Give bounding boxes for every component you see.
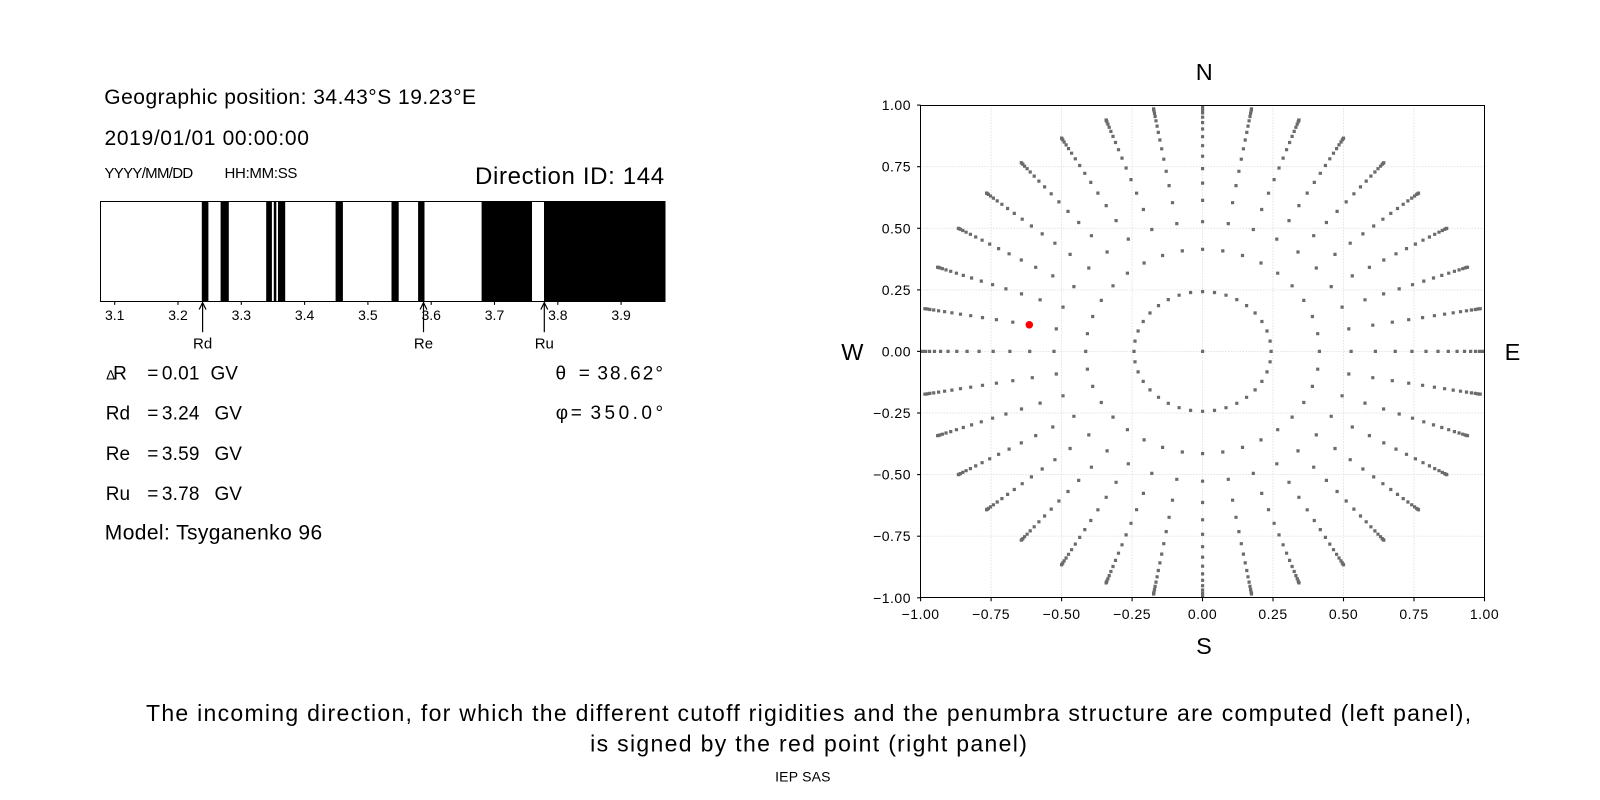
svg-text:0.75: 0.75 xyxy=(882,159,911,175)
svg-text:N: N xyxy=(1196,59,1213,85)
svg-text:0.00: 0.00 xyxy=(882,343,911,359)
svg-text:3.9: 3.9 xyxy=(611,307,631,323)
svg-text:The incoming direction, for wh: The incoming direction, for which the di… xyxy=(146,700,1472,726)
svg-text:E: E xyxy=(1505,339,1521,365)
svg-text:0.25: 0.25 xyxy=(1258,606,1287,622)
svg-text:Direction ID: 144: Direction ID: 144 xyxy=(475,163,665,190)
svg-text:W: W xyxy=(841,339,864,365)
svg-text:3.6: 3.6 xyxy=(421,307,441,323)
svg-text:−0.50: −0.50 xyxy=(873,467,911,483)
svg-text:−1.00: −1.00 xyxy=(902,606,940,622)
svg-text:Rd: Rd xyxy=(193,336,212,353)
svg-text:φ=350.0°: φ = 350.0° xyxy=(556,403,663,424)
svg-text:Model: Tsyganenko 96: Model: Tsyganenko 96 xyxy=(105,522,323,545)
svg-text:0.75: 0.75 xyxy=(1399,606,1428,622)
svg-text:YYYY/MM/DD: YYYY/MM/DD xyxy=(105,165,194,182)
svg-text:−0.75: −0.75 xyxy=(873,528,911,544)
svg-text:−1.00: −1.00 xyxy=(873,590,911,606)
svg-text:is signed by the red point (ri: is signed by the red point (right panel) xyxy=(590,730,1028,756)
svg-text:IEP SAS: IEP SAS xyxy=(775,768,831,784)
svg-text:HH:MM:SS: HH:MM:SS xyxy=(225,165,298,182)
svg-text:3.1: 3.1 xyxy=(105,307,125,323)
svg-text:−0.25: −0.25 xyxy=(873,405,911,421)
svg-text:1.00: 1.00 xyxy=(1470,606,1499,622)
svg-text:3.2: 3.2 xyxy=(168,307,188,323)
svg-text:Re: Re xyxy=(414,336,433,353)
svg-text:0.25: 0.25 xyxy=(882,282,911,298)
svg-text:0.50: 0.50 xyxy=(882,220,911,236)
svg-text:θ=38.62°: θ = 38.62° xyxy=(556,363,664,384)
svg-text:3.5: 3.5 xyxy=(358,307,378,323)
svg-text:0.50: 0.50 xyxy=(1329,606,1358,622)
svg-text:1.00: 1.00 xyxy=(882,97,911,113)
svg-text:3.8: 3.8 xyxy=(548,307,568,323)
svg-text:3.3: 3.3 xyxy=(232,307,252,323)
svg-text:3.7: 3.7 xyxy=(485,307,505,323)
svg-text:Geographic position: 34.43°S 1: Geographic position: 34.43°S 19.23°E xyxy=(104,86,476,109)
svg-text:2019/01/01 00:00:00: 2019/01/01 00:00:00 xyxy=(105,127,310,150)
svg-text:Ru: Ru xyxy=(535,336,554,353)
svg-text:−0.75: −0.75 xyxy=(972,606,1010,622)
svg-text:−0.50: −0.50 xyxy=(1043,606,1081,622)
svg-text:0.00: 0.00 xyxy=(1188,606,1217,622)
svg-text:S: S xyxy=(1196,633,1212,659)
svg-text:3.4: 3.4 xyxy=(295,307,315,323)
svg-text:−0.25: −0.25 xyxy=(1113,606,1151,622)
